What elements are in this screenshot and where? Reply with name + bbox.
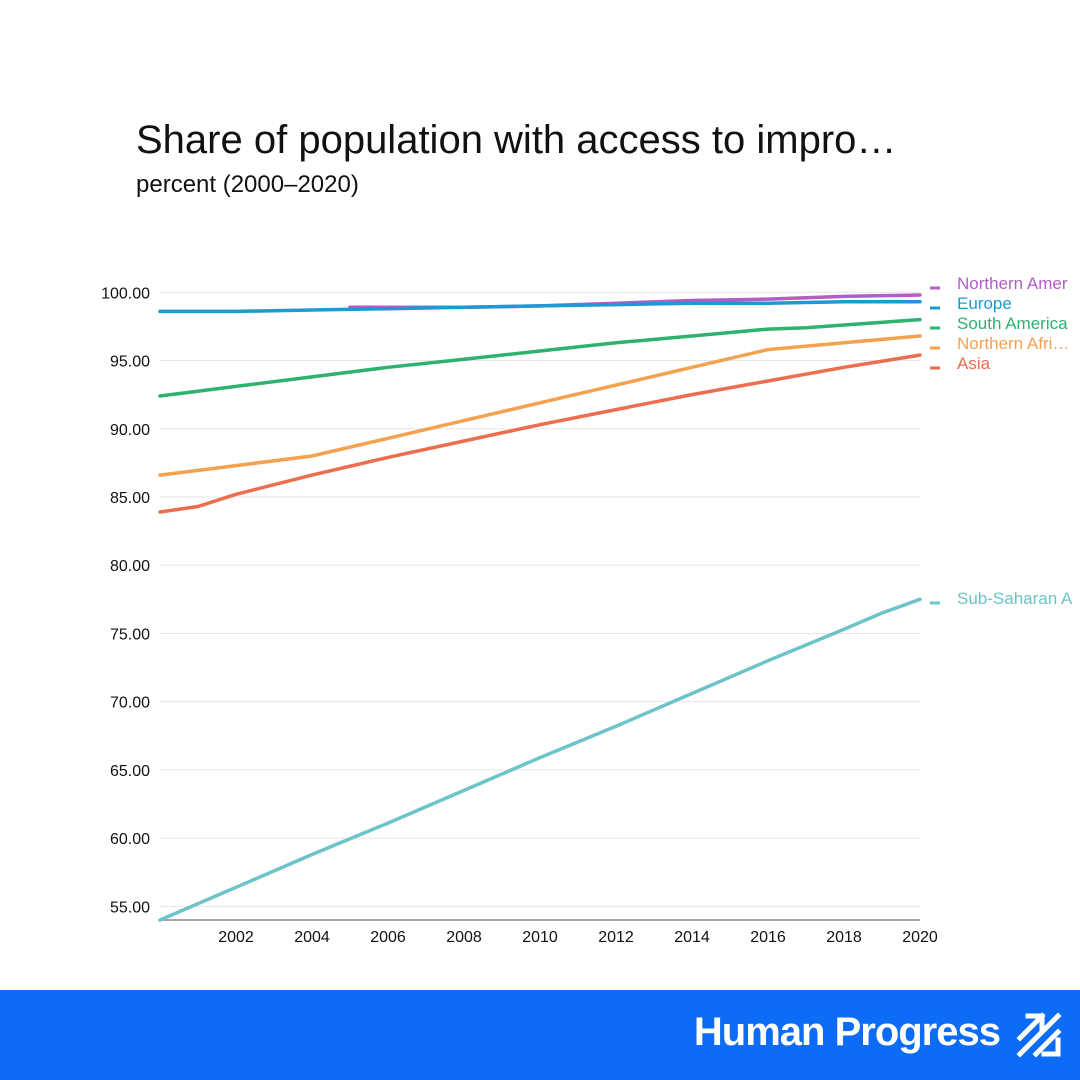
legend-label: Sub-Saharan A: [957, 589, 1073, 608]
y-tick-label: 95.00: [110, 354, 150, 371]
line-chart: 55.00 60.00 65.00 70.00 75.00 80.00 85.00 90.00…: [101, 274, 1073, 946]
chart-title: Share of population with access to impro…: [136, 118, 897, 162]
x-tick-label: 2012: [598, 929, 634, 946]
x-tick-label: 2018: [826, 929, 862, 946]
legend-label: South America: [957, 314, 1068, 333]
chart-subtitle: percent (2000–2020): [136, 171, 359, 198]
y-tick-label: 55.00: [110, 899, 150, 916]
x-tick-label: 2010: [522, 929, 558, 946]
series-line-northern-africa: [158, 334, 922, 477]
footer-bar: Human Progress: [0, 990, 1080, 1080]
y-tick-label: 60.00: [110, 831, 150, 848]
series-line-asia: [158, 353, 922, 514]
x-tick-label: 2020: [902, 929, 938, 946]
x-tick-label: 2016: [750, 929, 786, 946]
y-tick-label: 90.00: [110, 422, 150, 439]
series-line-south-america: [158, 317, 922, 398]
y-tick-label: 65.00: [110, 763, 150, 780]
x-tick-label: 2014: [674, 929, 710, 946]
x-axis-ticks: 2002 2004 2006 2008 2010 2012 2014 2016 2018 2020: [218, 929, 938, 946]
series-line-sub-saharan-africa: [158, 597, 922, 922]
series-lines: [158, 293, 922, 922]
legend-label: Asia: [957, 354, 991, 373]
legend-label: Northern Amer: [957, 274, 1068, 293]
y-axis-ticks: 55.00 60.00 65.00 70.00 75.00 80.00 85.00 90.00…: [101, 285, 150, 916]
y-tick-label: 80.00: [110, 558, 150, 575]
x-tick-label: 2004: [294, 929, 330, 946]
gridlines: [160, 291, 920, 907]
x-tick-label: 2008: [446, 929, 482, 946]
y-tick-label: 85.00: [110, 490, 150, 507]
x-tick-label: 2006: [370, 929, 406, 946]
legend-label: Europe: [957, 294, 1012, 313]
x-tick-label: 2002: [218, 929, 254, 946]
y-tick-label: 70.00: [110, 695, 150, 712]
y-tick-label: 75.00: [110, 626, 150, 643]
series-line-europe: [158, 300, 922, 314]
legend-label: Northern Afri…: [957, 334, 1069, 353]
brand-logo-text: Human Progress: [693, 1010, 1001, 1054]
y-tick-label: 100.00: [101, 285, 150, 302]
human-progress-arrows-icon: [1016, 1012, 1062, 1058]
